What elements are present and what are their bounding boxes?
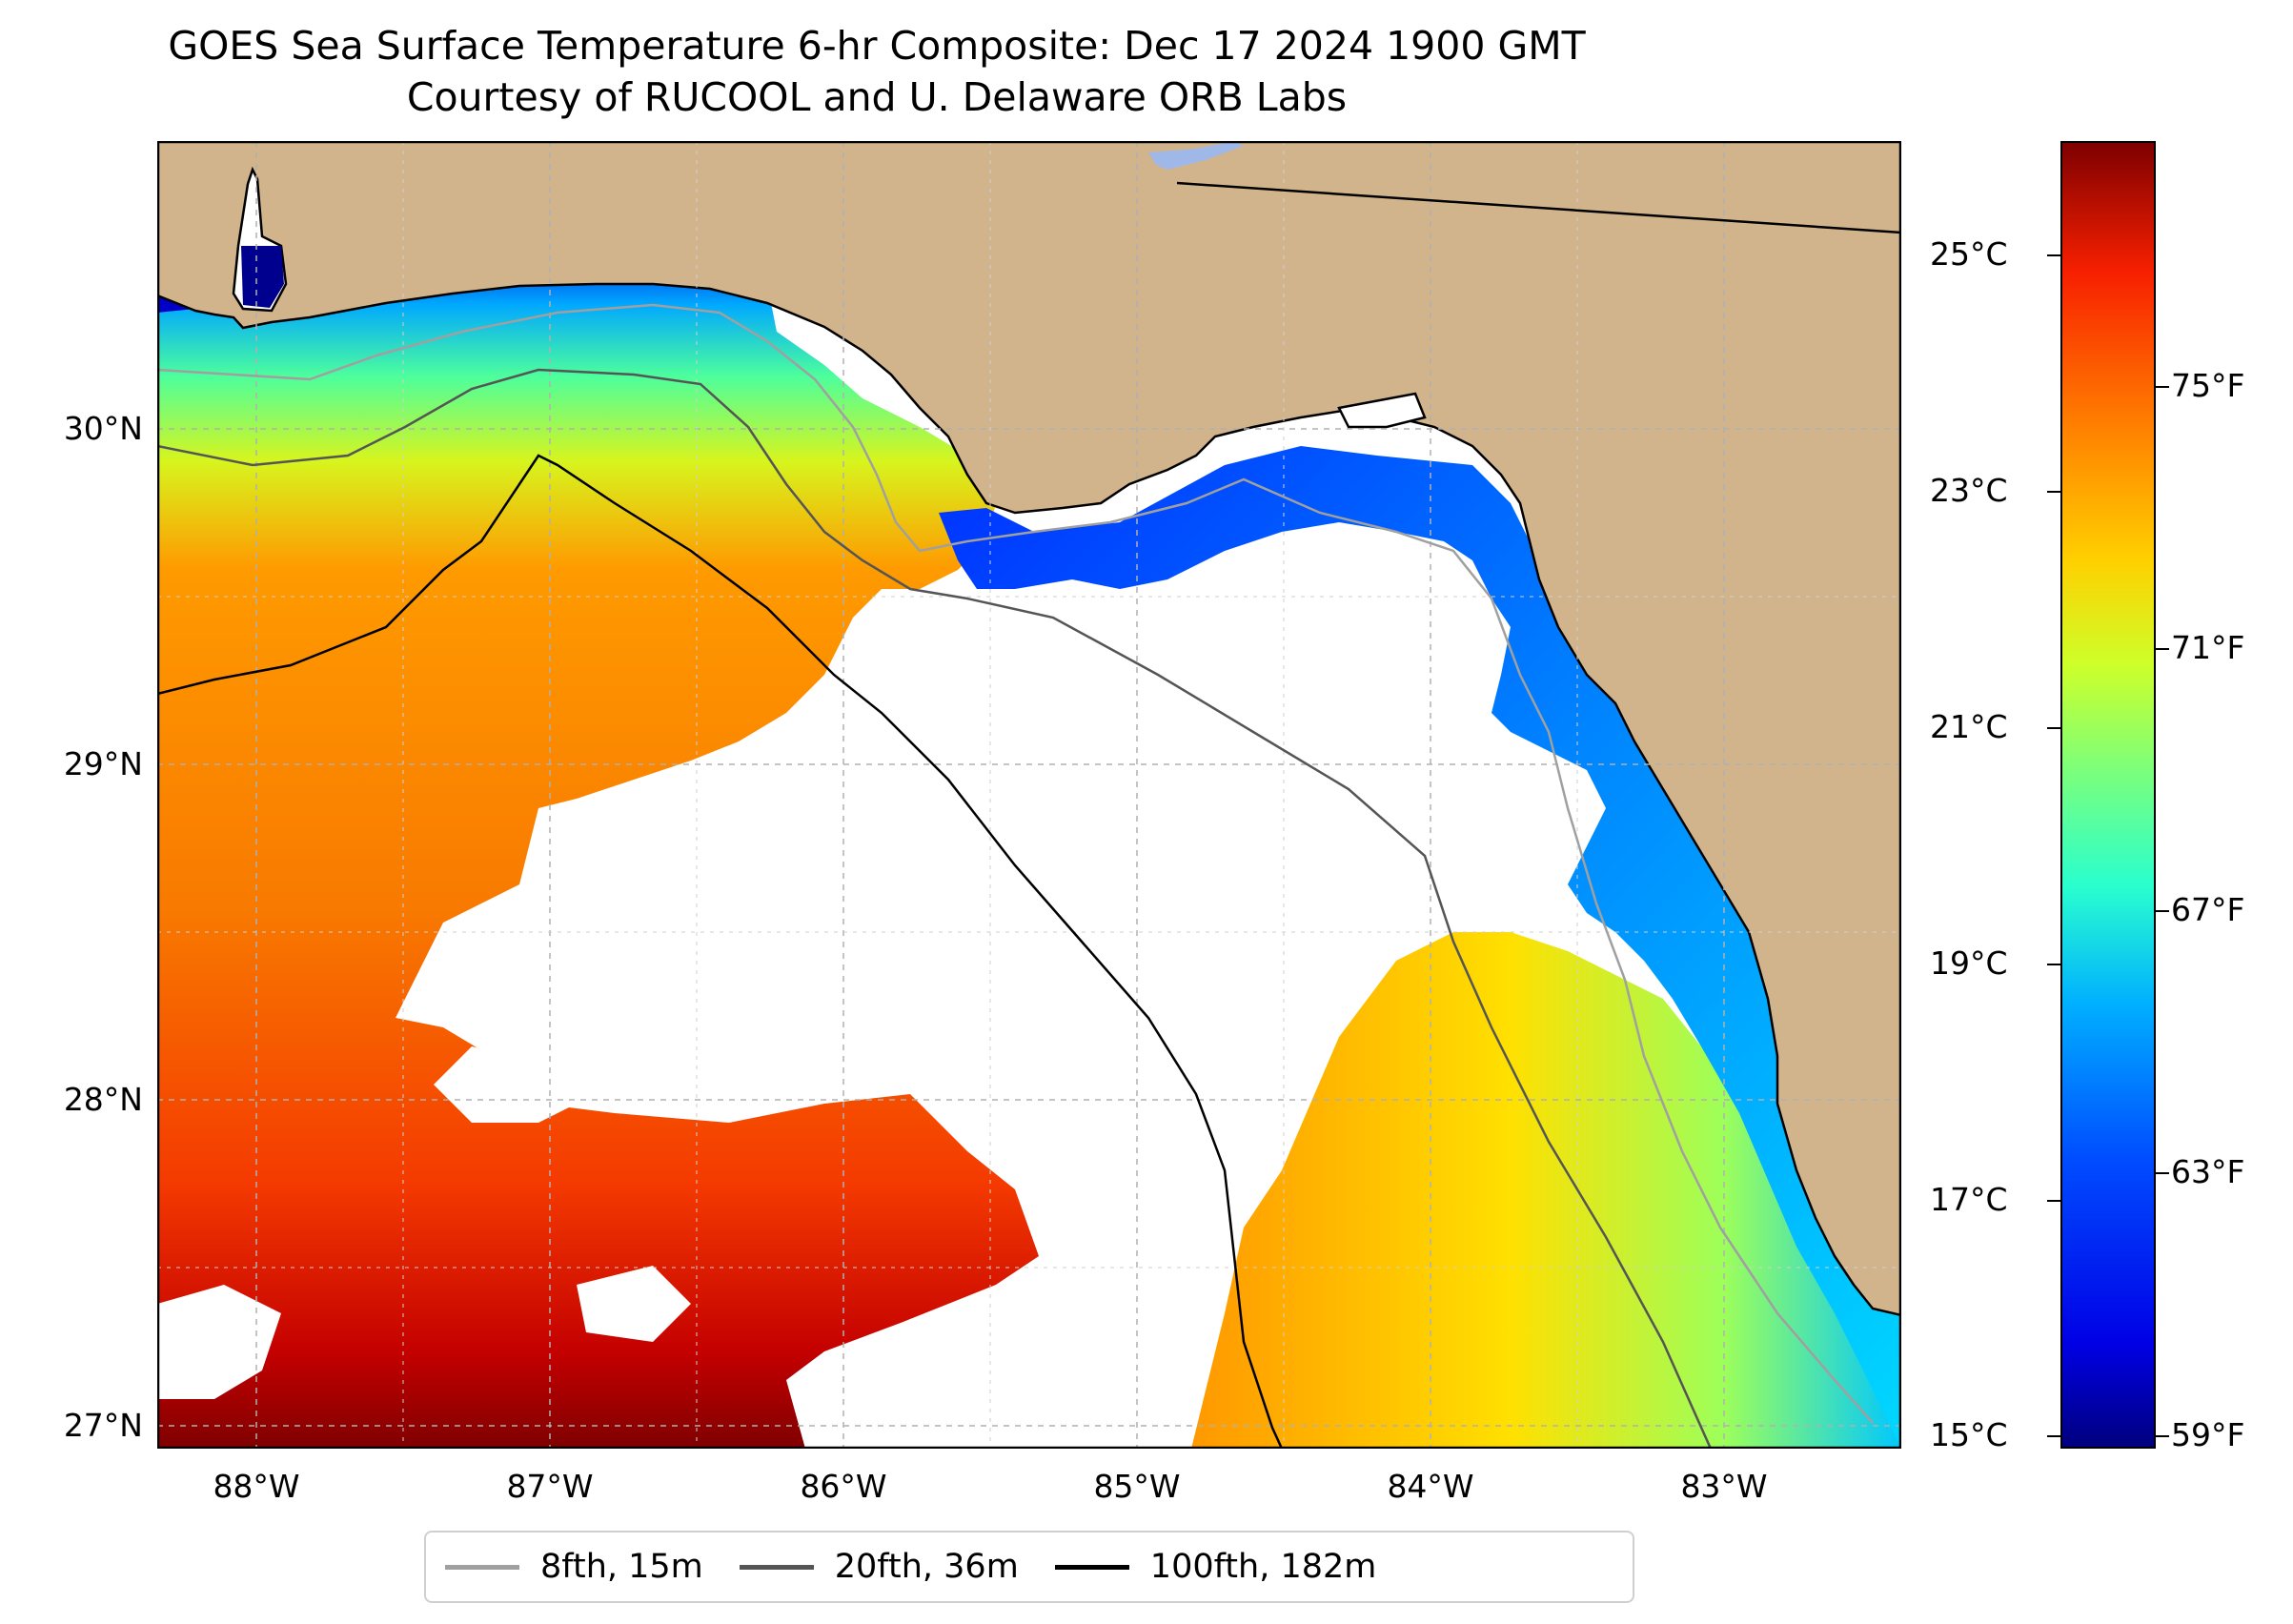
contour-20fth (157, 368, 1713, 1449)
lat-label-27: 27°N (63, 1407, 143, 1444)
colorbar-label-19c: 19°C (1930, 944, 2008, 982)
lon-label-84: 84°W (1387, 1468, 1474, 1505)
lon-label-87: 87°W (506, 1468, 594, 1505)
land (157, 141, 1901, 1317)
contour-100fth (157, 454, 1284, 1449)
legend-label-8fth: 8fth, 15m (540, 1548, 703, 1586)
lat-label-30: 30°N (63, 410, 143, 447)
colorbar-label-63f: 63°F (2171, 1153, 2245, 1190)
colorbar-label-17c: 17°C (1930, 1181, 2008, 1218)
graticule (157, 141, 1901, 1449)
legend-line-100fth (1054, 1564, 1129, 1570)
map-title: GOES Sea Surface Temperature 6-hr Compos… (168, 23, 1586, 69)
sst-map[interactable] (157, 141, 1901, 1449)
colorbar-label-23c: 23°C (1930, 472, 2008, 509)
legend-item-100fth: 100fth, 182m (1054, 1548, 1377, 1586)
legend-label-100fth: 100fth, 182m (1149, 1548, 1377, 1586)
legend-line-8fth (445, 1564, 519, 1570)
lon-label-83: 83°W (1680, 1468, 1768, 1505)
legend-item-8fth: 8fth, 15m (445, 1548, 703, 1586)
colorbar-label-21c: 21°C (1930, 708, 2008, 745)
colorbar-label-15c: 15°C (1930, 1416, 2008, 1453)
sst-field-west (157, 244, 1039, 1449)
lat-label-29: 29°N (63, 745, 143, 782)
contour-legend: 8fth, 15m 20fth, 36m 100fth, 182m (424, 1531, 1634, 1603)
lon-label-85: 85°W (1093, 1468, 1181, 1505)
legend-line-20fth (739, 1564, 814, 1570)
legend-label-20fth: 20fth, 36m (834, 1548, 1019, 1586)
colorbar-label-59f: 59°F (2171, 1416, 2245, 1453)
colorbar (2060, 141, 2156, 1449)
colorbar-label-71f: 71°F (2171, 629, 2245, 666)
map-subtitle: Courtesy of RUCOOL and U. Delaware ORB L… (406, 74, 1348, 120)
lon-label-88: 88°W (213, 1468, 300, 1505)
lat-label-28: 28°N (63, 1081, 143, 1118)
sst-coastal-band (939, 446, 1901, 1449)
colorbar-label-75f: 75°F (2171, 367, 2245, 404)
colorbar-label-25c: 25°C (1930, 235, 2008, 273)
contour-8fth (157, 303, 1874, 1424)
colorbar-label-67f: 67°F (2171, 891, 2245, 928)
legend-item-20fth: 20fth, 36m (739, 1548, 1019, 1586)
lon-label-86: 86°W (800, 1468, 887, 1505)
